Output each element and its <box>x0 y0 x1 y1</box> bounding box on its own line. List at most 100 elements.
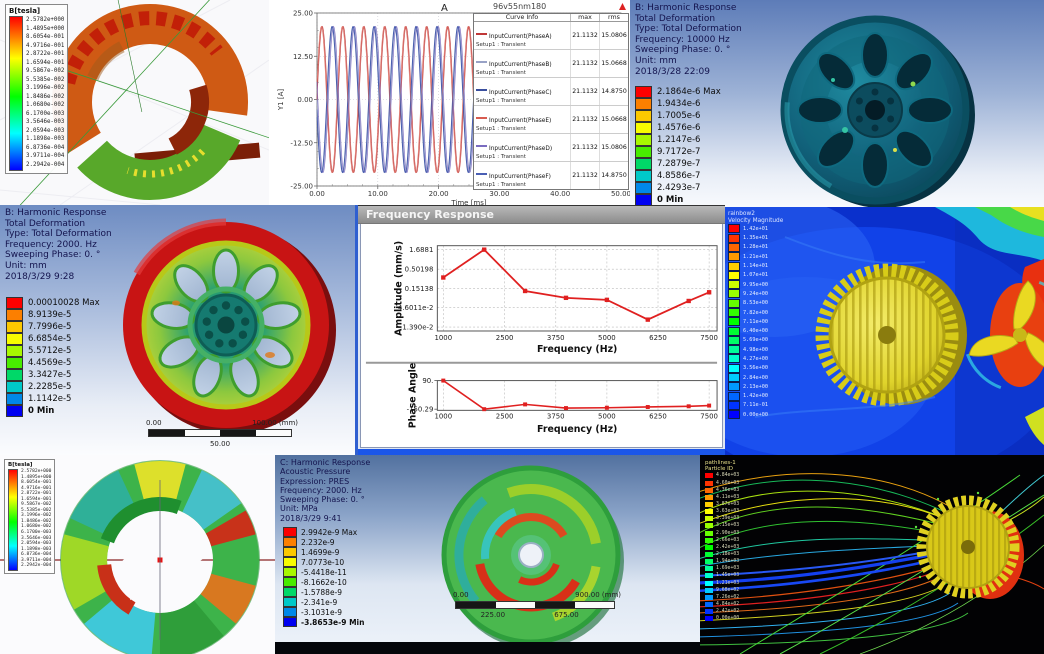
legend-value: 3.1996e-002 <box>21 513 52 519</box>
legend-swatch <box>705 502 713 508</box>
curve-label: InputCurrent(PhaseB) Setup1 : Transient <box>474 50 570 77</box>
svg-text:6250: 6250 <box>649 412 667 420</box>
legend-row: 3.87e+03 <box>705 501 739 508</box>
legend-row: 4.60e+03 <box>705 480 739 487</box>
legend-swatch <box>728 335 740 345</box>
legend-row: 7.2879e-7 <box>635 158 721 170</box>
legend-value: 1.21e+03 <box>716 580 740 586</box>
curve-label: InputCurrent(PhaseE) Setup1 : Transient <box>474 106 570 133</box>
legend-value: 5.5385e-002 <box>26 76 65 83</box>
header-line: Sweeping Phase: 0. ° <box>5 250 101 261</box>
cfd-3d-viewport[interactable] <box>725 207 1044 455</box>
header-line: Frequency: 2000. Hz <box>280 485 362 495</box>
legend-swatch <box>283 547 297 557</box>
legend-row: 0.00e+00 <box>728 410 783 420</box>
legend-swatch <box>6 369 23 381</box>
legend-value: 1.42e+00 <box>743 393 768 400</box>
svg-text:1.390e-2: 1.390e-2 <box>402 324 433 332</box>
legend-row: 1.69e+03 <box>705 565 739 572</box>
svg-text:5000: 5000 <box>598 412 616 420</box>
legend-swatch <box>635 158 652 170</box>
legend-value: 2.0594e-003 <box>26 127 65 134</box>
legend-swatch <box>283 607 297 617</box>
svg-text:2500: 2500 <box>496 334 514 342</box>
legend-swatch <box>6 405 23 417</box>
legend-value: 2.18e+03 <box>716 552 740 558</box>
legend-label: 2.1864e-6 Max <box>657 87 721 97</box>
legend-value: 0.00e+00 <box>743 411 768 418</box>
curve-setup: Setup1 : Transient <box>476 126 526 132</box>
svg-text:0.50198: 0.50198 <box>405 266 434 274</box>
svg-text:2500: 2500 <box>496 412 514 420</box>
curve-max-value: 21.1132 <box>570 162 599 189</box>
legend-label: 1.4576e-6 <box>657 123 701 133</box>
legend-value: 4.11e+03 <box>716 494 740 500</box>
color-scale-bar <box>9 16 23 171</box>
frequency-plot-canvas[interactable]: 1000 2500 3750 5000 6250 7500 1.6881 0.50198 0.1… <box>358 205 725 455</box>
legend-row: 3.39e+03 <box>705 515 739 522</box>
legend-value: 0.00e+00 <box>716 616 740 622</box>
legend-value: 6.1700e-003 <box>26 110 65 117</box>
legend-swatch <box>283 587 297 597</box>
curve-rms-value: 15.0806 <box>599 134 628 161</box>
legend-swatch <box>728 252 740 262</box>
legend-row: 1.42e+00 <box>728 391 783 401</box>
header-line: B: Harmonic Response <box>5 208 107 218</box>
legend-swatch <box>728 308 740 317</box>
legend-swatch <box>705 530 713 536</box>
legend-value: 3.9711e-004 <box>21 557 52 563</box>
legend-label: 4.8586e-7 <box>657 171 701 181</box>
legend-swatch <box>705 523 713 529</box>
wheel-3d-viewport[interactable] <box>0 205 355 455</box>
flywheel-3d-viewport[interactable] <box>630 0 1044 207</box>
svg-text:10.00: 10.00 <box>368 190 388 198</box>
legend-swatch <box>6 309 23 321</box>
legend-row: -2.341e-9 <box>283 597 364 607</box>
curve-table-rows: InputCurrent(PhaseA) Setup1 : Transient … <box>474 22 628 189</box>
legend-value: 3.39e+03 <box>716 516 740 522</box>
legend-value: 1.8486e-002 <box>26 93 65 100</box>
svg-text:5000: 5000 <box>598 334 616 342</box>
wheel-render <box>123 218 336 434</box>
window-title-bar[interactable]: Frequency Response <box>358 205 725 224</box>
streamlines-3d-viewport[interactable] <box>700 455 1044 654</box>
legend-row: 7.82e+00 <box>728 308 783 317</box>
col-curve-info: Curve Info <box>505 14 539 21</box>
legend-swatch <box>705 537 713 543</box>
legend-value: 1.14e+01 <box>743 263 768 270</box>
legend-swatch <box>635 182 652 194</box>
legend-swatch <box>705 473 713 479</box>
legend-row: 7.11e-01 <box>728 400 783 410</box>
curve-name: InputCurrent(PhaseC) <box>489 90 552 96</box>
legend-value: 6.1700e-003 <box>21 530 52 536</box>
legend-swatch <box>728 317 740 327</box>
curve-row: InputCurrent(PhaseE) Setup1 : Transient … <box>474 106 628 134</box>
cfd-velocity-panel: rainbow2 Velocity Magnitude 1.42e+01 1.35… <box>725 207 1044 455</box>
legend-value: 4.36e+03 <box>716 487 740 493</box>
legend-row: 7.0773e-10 <box>283 557 364 567</box>
legend-value: 1.45e+03 <box>716 573 740 579</box>
legend-row: -5.4418e-11 <box>283 567 364 577</box>
ring-field-viewport[interactable] <box>0 455 275 654</box>
legend-row: 0 Min <box>6 405 100 417</box>
legend-title-line: pathlines-1 <box>705 460 736 466</box>
legend-value: 1.6594e-001 <box>26 59 65 66</box>
svg-text:1000: 1000 <box>434 334 452 342</box>
legend-label: 0 Min <box>28 406 55 416</box>
col-max: max <box>570 14 599 21</box>
curve-color-swatch <box>476 60 487 63</box>
legend-swatch <box>728 363 740 373</box>
legend-value: 2.84e+00 <box>743 374 768 381</box>
svg-text:7500: 7500 <box>700 334 718 342</box>
curve-row: InputCurrent(PhaseF) Setup1 : Transient … <box>474 162 628 189</box>
propeller-render <box>965 280 1044 390</box>
legend-value: 8.6054e-001 <box>26 34 65 40</box>
legend-value: 1.1898e-003 <box>26 136 65 142</box>
svg-text:30.00: 30.00 <box>489 190 509 198</box>
legend-value: 1.0680e-002 <box>21 524 52 530</box>
torus-3d-viewport[interactable] <box>0 0 269 205</box>
legend-swatch <box>728 373 740 383</box>
legend-value: 3.15e+03 <box>716 523 740 529</box>
legend-swatch <box>705 487 713 493</box>
legend-swatch <box>283 617 297 627</box>
